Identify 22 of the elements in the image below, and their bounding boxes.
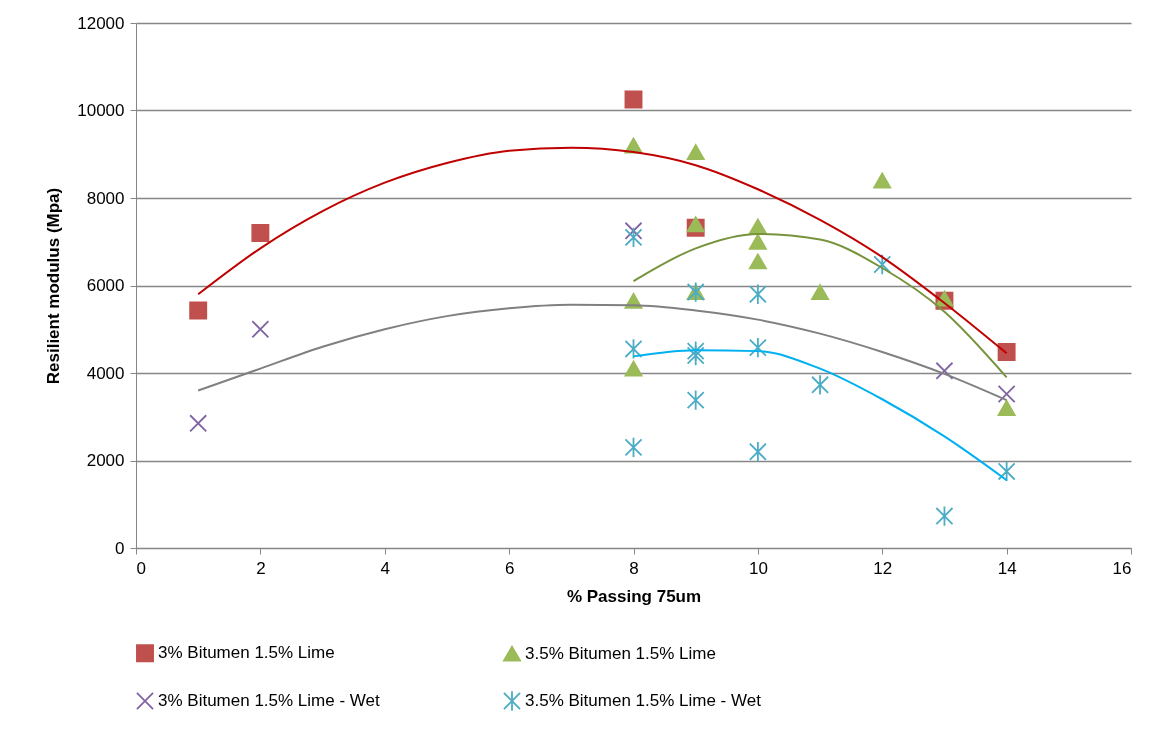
x-tick-label: 14 — [997, 558, 1017, 578]
x-tick-label: 8 — [629, 558, 639, 578]
legend-label: 3.5% Bitumen 1.5% Lime - Wet — [525, 691, 762, 710]
y-tick-label: 4000 — [86, 363, 125, 383]
y-tick-label: 6000 — [86, 276, 125, 295]
x-axis-title: % Passing 75um — [566, 586, 702, 606]
legend-label: 3% Bitumen 1.5% Lime - Wet — [158, 691, 380, 710]
x-tick-label: 0 — [136, 558, 146, 578]
x-tick-label: 16 — [1112, 558, 1132, 578]
legend-label: 3.5% Bitumen 1.5% Lime — [525, 643, 716, 663]
x-tick-label: 10 — [748, 558, 768, 578]
x-tick-label: 12 — [873, 558, 893, 578]
x-tick-label: 2 — [256, 558, 266, 578]
x-tick-label: 4 — [380, 558, 390, 578]
legend-label: 3% Bitumen 1.5% Lime — [158, 643, 335, 663]
y-axis-title: Resilient modulus (Mpa) — [44, 187, 64, 385]
x-tick-label: 6 — [504, 558, 515, 578]
y-tick-label: 0 — [115, 538, 125, 558]
y-tick-label: 12000 — [77, 13, 125, 33]
y-tick-label: 2000 — [86, 451, 125, 470]
y-tick-label: 10000 — [77, 101, 125, 120]
y-tick-label: 8000 — [86, 188, 125, 208]
